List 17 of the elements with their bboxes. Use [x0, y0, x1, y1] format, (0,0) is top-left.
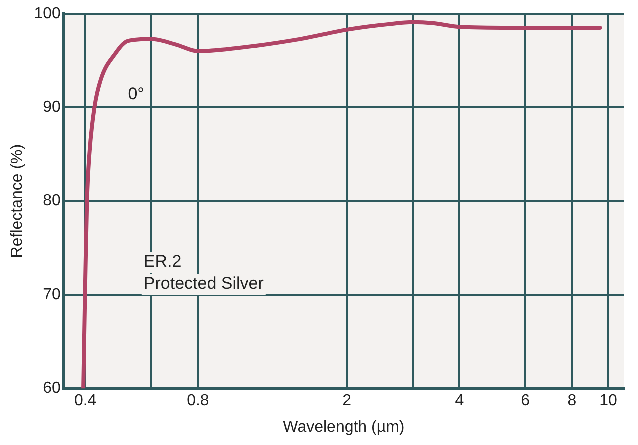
y-tick-label: 60 — [43, 380, 61, 398]
y-tick-label: 100 — [34, 5, 61, 22]
y-axis-title: Reflectance (%) — [9, 144, 26, 258]
x-tick-label: 6 — [521, 392, 530, 410]
y-tick-label: 90 — [43, 99, 61, 116]
x-tick-label: 2 — [342, 392, 352, 410]
y-tick-label: 80 — [43, 192, 61, 210]
x-tick-label: 0.4 — [74, 392, 97, 410]
x-axis-title: Wavelength (µm) — [283, 418, 405, 436]
x-tick-label: 8 — [568, 392, 577, 410]
x-tick-label: 10 — [600, 392, 618, 410]
y-tick-label: 70 — [43, 286, 61, 304]
x-tick-label: 0.8 — [187, 392, 210, 410]
annotation: ER.2 — [144, 252, 182, 272]
annotation: Protected Silver — [144, 274, 264, 294]
series-label: 0° — [128, 84, 144, 104]
x-tick-label: 4 — [455, 392, 464, 410]
